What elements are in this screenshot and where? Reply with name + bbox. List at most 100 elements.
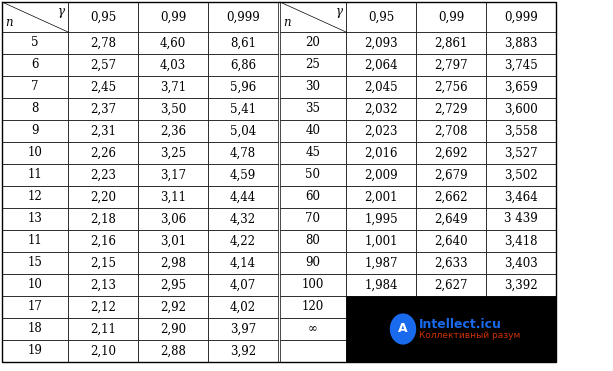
Text: 4,60: 4,60 bbox=[160, 36, 186, 49]
Text: 2,662: 2,662 bbox=[434, 190, 468, 204]
Bar bbox=[68, 32, 138, 54]
Bar bbox=[2, 120, 68, 142]
Text: 3,71: 3,71 bbox=[160, 81, 186, 93]
Text: γ: γ bbox=[336, 5, 343, 18]
Text: 0,99: 0,99 bbox=[160, 10, 186, 23]
Bar bbox=[280, 186, 346, 208]
Bar bbox=[138, 2, 208, 32]
Bar bbox=[2, 208, 68, 230]
Text: 2,23: 2,23 bbox=[90, 168, 116, 181]
Bar bbox=[2, 230, 68, 252]
Text: 2,708: 2,708 bbox=[434, 125, 468, 138]
Text: 80: 80 bbox=[305, 234, 321, 247]
Bar bbox=[280, 76, 346, 98]
Text: 4,14: 4,14 bbox=[230, 256, 256, 269]
Ellipse shape bbox=[390, 313, 416, 345]
Bar bbox=[346, 54, 416, 76]
Text: 3,527: 3,527 bbox=[504, 147, 538, 160]
Text: 2,26: 2,26 bbox=[90, 147, 116, 160]
Bar bbox=[346, 2, 416, 32]
Text: 1,984: 1,984 bbox=[364, 279, 398, 292]
Text: 2,729: 2,729 bbox=[434, 102, 468, 115]
Bar bbox=[280, 32, 346, 54]
Bar bbox=[208, 208, 278, 230]
Bar bbox=[138, 186, 208, 208]
Text: 2,861: 2,861 bbox=[435, 36, 468, 49]
Bar bbox=[280, 98, 346, 120]
Bar bbox=[416, 32, 486, 54]
Bar bbox=[280, 164, 346, 186]
Bar bbox=[68, 230, 138, 252]
Bar bbox=[416, 252, 486, 274]
Text: 2,18: 2,18 bbox=[90, 213, 116, 226]
Bar bbox=[68, 340, 138, 362]
Bar bbox=[486, 230, 556, 252]
Text: 17: 17 bbox=[28, 301, 42, 313]
Bar bbox=[280, 230, 346, 252]
Text: 5,96: 5,96 bbox=[230, 81, 256, 93]
Text: 2,032: 2,032 bbox=[364, 102, 398, 115]
Bar bbox=[2, 252, 68, 274]
Bar bbox=[68, 54, 138, 76]
Text: 2,12: 2,12 bbox=[90, 301, 116, 313]
Bar bbox=[486, 208, 556, 230]
Bar bbox=[2, 54, 68, 76]
Text: 50: 50 bbox=[305, 168, 321, 181]
Bar bbox=[208, 2, 278, 32]
Bar bbox=[416, 54, 486, 76]
Text: 13: 13 bbox=[28, 213, 42, 226]
Text: 20: 20 bbox=[305, 36, 321, 49]
Text: 30: 30 bbox=[305, 81, 321, 93]
Bar bbox=[138, 318, 208, 340]
Bar bbox=[416, 164, 486, 186]
Text: 3,659: 3,659 bbox=[504, 81, 538, 93]
Bar bbox=[346, 120, 416, 142]
Text: ∞: ∞ bbox=[308, 322, 318, 335]
Text: 2,649: 2,649 bbox=[434, 213, 468, 226]
Text: 4,44: 4,44 bbox=[230, 190, 256, 204]
Bar bbox=[280, 54, 346, 76]
Text: 3,06: 3,06 bbox=[160, 213, 186, 226]
Bar bbox=[2, 32, 68, 54]
Bar bbox=[2, 142, 68, 164]
Text: 4,32: 4,32 bbox=[230, 213, 256, 226]
Text: 70: 70 bbox=[305, 213, 321, 226]
Text: 9: 9 bbox=[31, 125, 39, 138]
Bar bbox=[208, 318, 278, 340]
Text: 4,02: 4,02 bbox=[230, 301, 256, 313]
Text: 2,15: 2,15 bbox=[90, 256, 116, 269]
Text: Intellect.icu: Intellect.icu bbox=[419, 318, 502, 331]
Bar bbox=[68, 208, 138, 230]
Text: 2,20: 2,20 bbox=[90, 190, 116, 204]
Text: 2,98: 2,98 bbox=[160, 256, 186, 269]
Text: 2,009: 2,009 bbox=[364, 168, 398, 181]
Text: 25: 25 bbox=[305, 59, 321, 72]
Text: Коллективный разум: Коллективный разум bbox=[419, 332, 520, 341]
Bar bbox=[346, 208, 416, 230]
Text: 1,995: 1,995 bbox=[364, 213, 398, 226]
Text: 2,679: 2,679 bbox=[434, 168, 468, 181]
Bar bbox=[68, 2, 138, 32]
Text: 0,99: 0,99 bbox=[438, 10, 464, 23]
Bar bbox=[346, 164, 416, 186]
Bar bbox=[138, 340, 208, 362]
Text: 19: 19 bbox=[28, 345, 42, 358]
Text: 100: 100 bbox=[302, 279, 324, 292]
Text: 2,37: 2,37 bbox=[90, 102, 116, 115]
Text: 2,045: 2,045 bbox=[364, 81, 398, 93]
Text: 2,10: 2,10 bbox=[90, 345, 116, 358]
Bar bbox=[138, 142, 208, 164]
Bar bbox=[208, 76, 278, 98]
Bar bbox=[486, 32, 556, 54]
Text: 15: 15 bbox=[28, 256, 42, 269]
Bar bbox=[486, 76, 556, 98]
Bar bbox=[346, 98, 416, 120]
Bar bbox=[486, 164, 556, 186]
Bar bbox=[280, 120, 346, 142]
Text: 3,92: 3,92 bbox=[230, 345, 256, 358]
Bar bbox=[138, 32, 208, 54]
Text: 2,016: 2,016 bbox=[364, 147, 398, 160]
Bar bbox=[346, 142, 416, 164]
Text: 2,57: 2,57 bbox=[90, 59, 116, 72]
Bar bbox=[208, 296, 278, 318]
